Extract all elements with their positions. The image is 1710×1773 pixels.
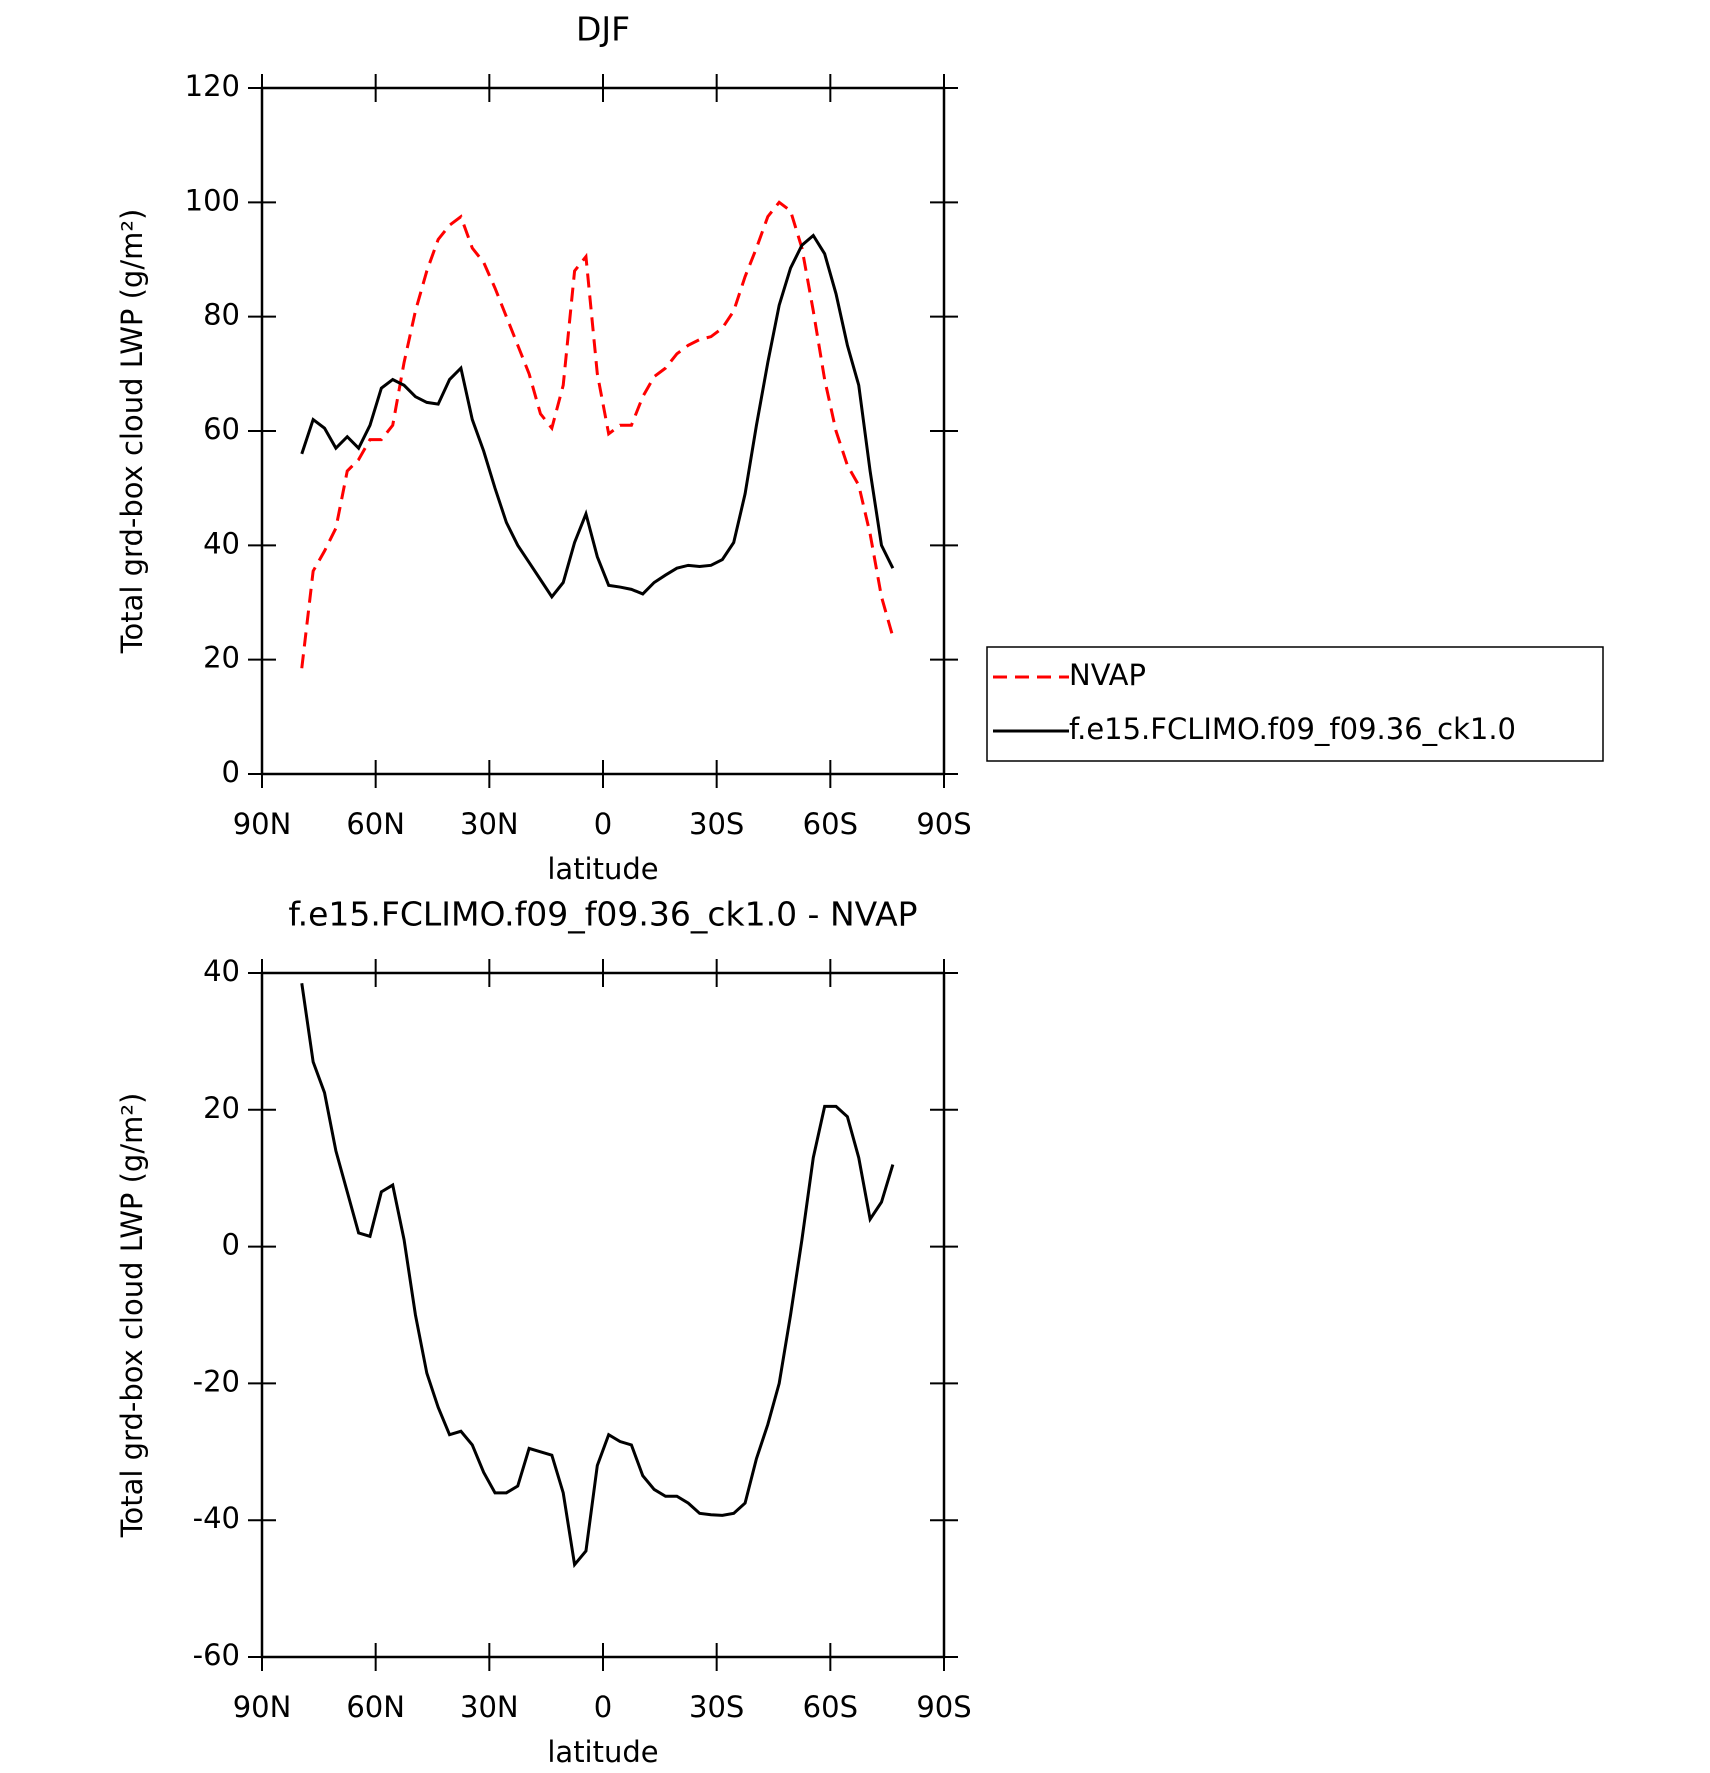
x-tick-label: 90N [233,1690,292,1724]
x-tick-label: 60N [346,1690,405,1724]
y-tick-label: 0 [222,1228,240,1262]
x-tick-label: 90N [233,807,292,841]
x-tick-label: 60S [803,807,858,841]
y-tick-label: 20 [203,641,240,675]
y-tick-label: -60 [193,1638,240,1672]
y-tick-label: 100 [185,183,240,217]
legend-label: NVAP [1069,658,1146,692]
y-axis-label: Total grd-box cloud LWP (g/m²) [115,209,149,655]
y-tick-label: 80 [203,298,240,332]
x-tick-label: 0 [594,807,612,841]
legend-box [986,646,1604,762]
y-tick-label: -20 [193,1364,240,1398]
chart-title: f.e15.FCLIMO.f09_f09.36_ck1.0 - NVAP [288,895,917,934]
x-tick-label: 60N [346,807,405,841]
x-tick-label: 0 [594,1690,612,1724]
x-tick-label: 90S [916,1690,971,1724]
data-line [300,983,895,1569]
y-tick-label: 40 [203,954,240,988]
y-tick-label: 120 [185,69,240,103]
x-tick-label: 30S [689,807,744,841]
x-tick-label: 30S [689,1690,744,1724]
y-tick-label: 0 [222,755,240,789]
plot-frame [260,86,946,776]
y-tick-label: 60 [203,412,240,446]
y-tick-label: -40 [193,1501,240,1535]
x-tick-label: 30N [460,1690,519,1724]
x-tick-label: 30N [460,807,519,841]
data-line [300,200,895,669]
x-axis-label: latitude [547,852,658,886]
x-tick-label: 60S [803,1690,858,1724]
legend-label: f.e15.FCLIMO.f09_f09.36_ck1.0 [1069,712,1516,746]
y-axis-label: Total grd-box cloud LWP (g/m²) [115,1093,149,1539]
plot-frame [260,971,946,1659]
x-axis-label: latitude [547,1735,658,1769]
data-line [300,233,895,600]
y-tick-label: 20 [203,1091,240,1125]
chart-title: DJF [576,10,630,49]
x-tick-label: 90S [916,807,971,841]
y-tick-label: 40 [203,526,240,560]
